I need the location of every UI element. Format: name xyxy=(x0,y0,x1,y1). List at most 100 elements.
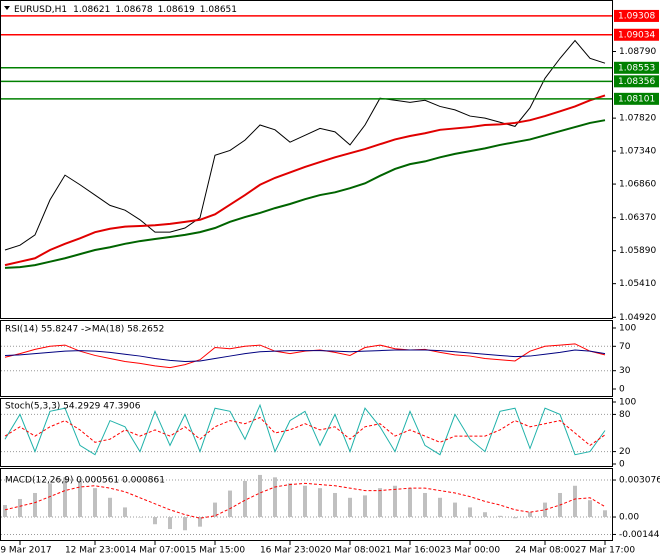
bar xyxy=(513,517,517,519)
bar xyxy=(408,488,412,518)
x-tick-label: 21 Mar 16:00 xyxy=(380,546,440,556)
bar xyxy=(438,497,442,518)
x-tick-label: 20 Mar 08:00 xyxy=(320,546,380,556)
price-level-box xyxy=(614,61,659,74)
menu-triangle xyxy=(4,6,10,10)
price-level-box xyxy=(614,9,659,22)
stoch-panel xyxy=(0,398,613,467)
bar xyxy=(543,502,547,518)
macd-panel xyxy=(0,468,613,541)
x-tick-label: 9 Mar 2017 xyxy=(0,546,51,556)
bar xyxy=(273,477,277,518)
bar xyxy=(243,480,247,518)
bar xyxy=(363,495,367,518)
marks: 1.08790 1.07820 1.07340 1.06860 1.06370 1.058… xyxy=(0,9,660,556)
bar xyxy=(198,517,202,527)
series-line xyxy=(4,343,606,369)
y-tick-label: 80 xyxy=(619,410,631,420)
series-line xyxy=(4,416,606,447)
bar xyxy=(138,517,142,518)
y-tick-label: 70 xyxy=(619,342,631,352)
series-line xyxy=(4,349,606,363)
y-tick-label: 1.05890 xyxy=(619,246,656,256)
bar xyxy=(183,517,187,531)
bar xyxy=(468,507,472,518)
y-tick-label: 1.05410 xyxy=(619,279,656,289)
y-tick-label: 1.07340 xyxy=(619,147,656,157)
y-tick-label: 100 xyxy=(619,398,636,408)
bar xyxy=(378,488,382,518)
low: 1.08619 xyxy=(158,5,195,15)
x-tick-label: 27 Mar 17:00 xyxy=(575,546,635,556)
open: 1.08621 xyxy=(73,5,110,15)
bar xyxy=(123,507,127,518)
bar xyxy=(348,497,352,518)
chart-header: EURUSD,H1 1.08621 1.08678 1.08619 1.08651 xyxy=(14,5,237,15)
bar xyxy=(318,488,322,518)
bar xyxy=(393,485,397,518)
y-tick-label: 1.04920 xyxy=(619,313,656,323)
bar xyxy=(258,474,262,518)
series-line xyxy=(4,94,606,267)
bar xyxy=(423,492,427,518)
bar xyxy=(213,502,217,518)
series-line xyxy=(4,119,606,269)
bar xyxy=(228,490,232,518)
high: 1.08678 xyxy=(115,5,152,15)
bar xyxy=(498,515,502,518)
macd-title: MACD(12,26,9) 0.000561 0.000861 xyxy=(5,476,165,486)
bar xyxy=(48,483,52,518)
y-tick-label: 1.07820 xyxy=(619,114,656,124)
x-tick-label: 16 Mar 23:00 xyxy=(260,546,320,556)
bar xyxy=(483,512,487,518)
y-tick-label: 1.06370 xyxy=(619,213,656,223)
price-level-box xyxy=(614,75,659,88)
rsi-panel xyxy=(0,320,613,397)
y-tick-label: 0 xyxy=(619,385,625,395)
y-tick-label: 1.06860 xyxy=(619,180,656,190)
x-tick-label: 15 Mar 15:00 xyxy=(185,546,245,556)
close: 1.08651 xyxy=(200,5,237,15)
price-level-label: 1.08101 xyxy=(618,94,655,104)
series-line xyxy=(4,403,606,456)
stoch-title: Stoch(5,3,3) 54.2929 47.3906 xyxy=(5,402,141,412)
bar xyxy=(63,477,67,518)
price-level-label: 1.08553 xyxy=(618,63,655,73)
bar xyxy=(108,497,112,518)
price-level-label: 1.09308 xyxy=(618,11,655,21)
bar xyxy=(588,500,592,518)
y-tick-label: 0.003076 xyxy=(619,476,660,486)
bar xyxy=(333,492,337,518)
bar xyxy=(453,502,457,518)
price-level-label: 1.08356 xyxy=(618,77,655,87)
x-tick-label: 23 Mar 00:00 xyxy=(440,546,500,556)
bar xyxy=(288,483,292,518)
main-panel xyxy=(0,0,613,319)
price-level-label: 1.09034 xyxy=(618,30,655,40)
y-tick-label: 20 xyxy=(619,447,631,457)
bar xyxy=(3,505,7,518)
y-tick-label: 30 xyxy=(619,366,631,376)
bar xyxy=(33,492,37,518)
bar xyxy=(603,510,607,518)
y-tick-label: 0.00 xyxy=(619,513,639,523)
bar xyxy=(78,480,82,518)
price-level-box xyxy=(614,92,659,105)
y-tick-label: 100 xyxy=(619,324,636,334)
y-tick-label: -0.001448 xyxy=(619,530,660,540)
bar xyxy=(303,485,307,518)
x-tick-label: 12 Mar 23:00 xyxy=(65,546,125,556)
bar xyxy=(18,498,22,518)
bar xyxy=(153,517,157,525)
bar xyxy=(573,485,577,518)
y-tick-label: 1.08790 xyxy=(619,47,656,57)
series-line xyxy=(4,482,606,519)
y-tick-label: 0 xyxy=(619,460,625,470)
bar xyxy=(168,517,172,530)
bar xyxy=(93,488,97,518)
bar xyxy=(528,512,532,518)
rsi-title: RSI(14) 55.8247 ->MA(18) 58.2652 xyxy=(5,325,164,335)
symbol: EURUSD,H1 xyxy=(14,5,67,15)
x-tick-label: 14 Mar 07:00 xyxy=(125,546,185,556)
